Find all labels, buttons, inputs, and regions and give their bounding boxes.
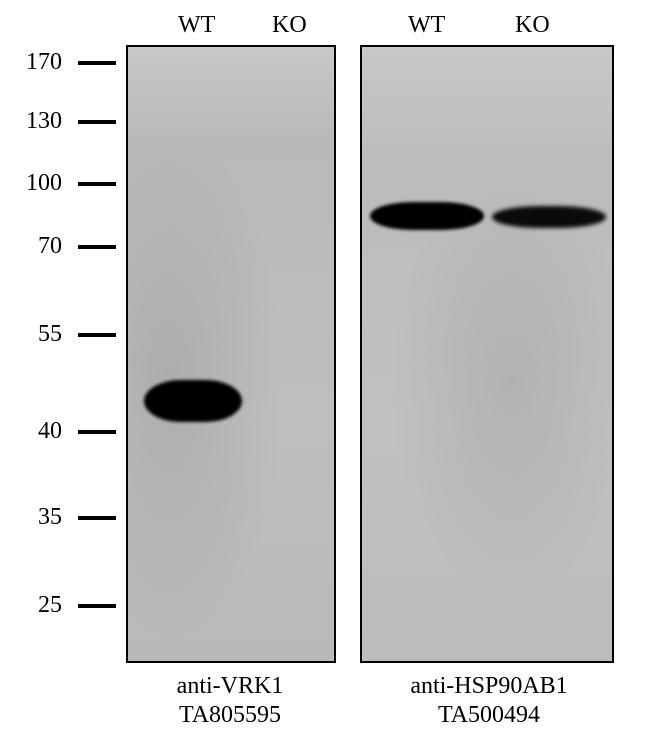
- mw-label: 70: [16, 233, 62, 260]
- mw-label: 25: [16, 592, 62, 619]
- band-hsp90ab1-ko: [492, 206, 606, 228]
- mw-tick: [78, 333, 116, 337]
- lane-label: KO: [272, 12, 307, 39]
- antibody-line1: anti-HSP90AB1: [410, 672, 567, 701]
- mw-label: 170: [16, 49, 62, 76]
- mw-tick: [78, 182, 116, 186]
- lane-label: WT: [408, 12, 445, 39]
- mw-label: 35: [16, 504, 62, 531]
- band-vrk1-wt: [144, 380, 242, 422]
- mw-tick: [78, 516, 116, 520]
- mw-label: 40: [16, 418, 62, 445]
- lane-label: WT: [178, 12, 215, 39]
- mw-label: 100: [16, 170, 62, 197]
- lane-label: KO: [515, 12, 550, 39]
- antibody-label-hsp90ab1: anti-HSP90AB1 TA500494: [410, 672, 567, 730]
- blot-panel-vrk1: [126, 45, 336, 663]
- mw-tick: [78, 61, 116, 65]
- band-hsp90ab1-wt: [370, 202, 484, 230]
- blot-panel-hsp90ab1: [360, 45, 614, 663]
- mw-label: 130: [16, 108, 62, 135]
- antibody-line1: anti-VRK1: [177, 672, 284, 701]
- antibody-line2: TA805595: [177, 701, 284, 730]
- panel-background: [128, 47, 334, 661]
- antibody-label-vrk1: anti-VRK1 TA805595: [177, 672, 284, 730]
- mw-label: 55: [16, 321, 62, 348]
- mw-tick: [78, 430, 116, 434]
- mw-tick: [78, 120, 116, 124]
- western-blot-figure: 170 130 100 70 55 40 35 25 WT KO WT KO a…: [0, 0, 650, 743]
- panel-background: [362, 47, 612, 661]
- mw-tick: [78, 604, 116, 608]
- mw-tick: [78, 245, 116, 249]
- antibody-line2: TA500494: [410, 701, 567, 730]
